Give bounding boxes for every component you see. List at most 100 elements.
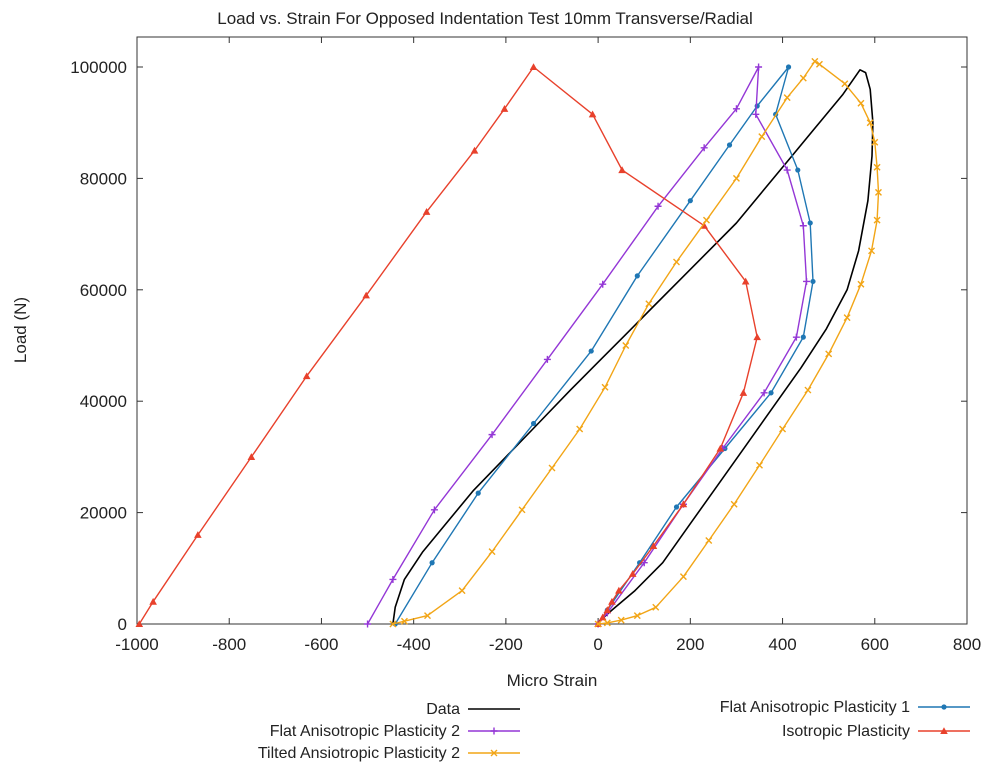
data-point (803, 277, 811, 285)
series-line (366, 66, 808, 625)
data-point (673, 504, 680, 510)
data-point (475, 490, 481, 496)
data-point (149, 597, 157, 605)
data-point (795, 167, 801, 173)
data-point (726, 142, 733, 148)
data-point (633, 612, 641, 620)
data-point (634, 273, 640, 279)
data-point (603, 606, 612, 614)
data-point (857, 99, 865, 107)
data-point (488, 431, 496, 439)
data-point (687, 198, 693, 204)
data-point (758, 133, 766, 141)
data-point (753, 333, 761, 341)
data-point (783, 166, 791, 174)
data-point (649, 542, 658, 550)
data-point (754, 103, 760, 109)
data-point (530, 420, 537, 427)
data-point (785, 64, 792, 70)
data-point (716, 444, 725, 452)
data-point (424, 612, 431, 620)
data-point (815, 60, 823, 68)
data-point (429, 560, 435, 566)
data-point (599, 280, 607, 288)
legend: Data Flat Anisotropic Plasticity 2 Tilted … (258, 699, 970, 762)
data-point (628, 570, 637, 577)
x-tick-label: 800 (953, 635, 981, 654)
data-point (588, 348, 594, 354)
legend-label: Isotropic Plasticity (782, 723, 910, 740)
data-point (760, 389, 768, 397)
series-line (394, 66, 814, 625)
x-tick-label: -1000 (115, 635, 158, 654)
series-line (392, 60, 880, 625)
data-point (500, 104, 509, 112)
y-axis-ticks: 0 20000 40000 60000 80000 100000 (70, 58, 967, 634)
legend-label: Data (426, 701, 460, 718)
data-point (679, 500, 688, 508)
data-point (825, 350, 833, 358)
y-tick-label: 0 (118, 615, 127, 634)
data-point (615, 586, 623, 594)
data-point (940, 727, 948, 735)
data-point (652, 603, 660, 611)
data-point (705, 536, 713, 544)
data-point (810, 278, 816, 285)
data-point (529, 63, 538, 71)
legend-entry: Flat Anisotropic Plasticity 2 (270, 723, 520, 740)
data-point (804, 386, 812, 394)
data-point (618, 166, 626, 174)
y-tick-label: 60000 (80, 281, 127, 300)
data-point (389, 575, 397, 583)
data-point (490, 749, 498, 757)
legend-entry: Tilted Ansiotropic Plasticity 2 (258, 745, 520, 762)
data-point (783, 94, 791, 102)
x-tick-label: -600 (304, 635, 338, 654)
data-point (739, 389, 748, 396)
data-point (389, 620, 397, 628)
legend-entry: Isotropic Plasticity (782, 723, 970, 740)
y-axis-label: Load (N) (11, 297, 30, 363)
data-point (679, 573, 687, 581)
data-point (430, 506, 438, 514)
data-point (622, 342, 630, 349)
data-point (518, 506, 526, 514)
x-tick-label: -200 (489, 635, 523, 654)
data-point (594, 620, 602, 628)
data-point (488, 548, 496, 556)
data-point (843, 314, 851, 322)
chart-title: Load vs. Strain For Opposed Indentation … (217, 9, 752, 28)
series-layer (135, 57, 882, 628)
x-tick-label: -400 (397, 635, 431, 654)
y-tick-label: 20000 (80, 504, 127, 523)
data-point (588, 110, 597, 118)
data-point (548, 464, 556, 472)
x-axis-ticks: -1000 -800 -600 -400 -200 0 200 400 600 800 (115, 37, 981, 654)
y-tick-label: 100000 (70, 58, 127, 77)
data-point (800, 334, 806, 340)
x-tick-label: 600 (861, 635, 889, 654)
data-point (752, 110, 760, 118)
y-tick-label: 40000 (80, 392, 127, 411)
data-point (730, 500, 738, 508)
data-point (799, 74, 807, 82)
data-point (654, 202, 662, 210)
data-point (874, 188, 882, 196)
data-point (247, 453, 256, 460)
data-point (135, 620, 144, 628)
data-point (603, 619, 611, 627)
data-point (617, 616, 625, 624)
data-point (792, 333, 800, 341)
data-point (941, 704, 947, 710)
data-point (364, 620, 372, 628)
data-point (755, 63, 763, 71)
data-point (470, 146, 479, 154)
x-tick-label: 0 (593, 635, 602, 654)
data-point (608, 597, 616, 605)
data-point (400, 617, 408, 625)
data-point (868, 247, 876, 255)
data-point (857, 280, 865, 288)
data-point (700, 144, 708, 152)
data-point (598, 613, 607, 621)
